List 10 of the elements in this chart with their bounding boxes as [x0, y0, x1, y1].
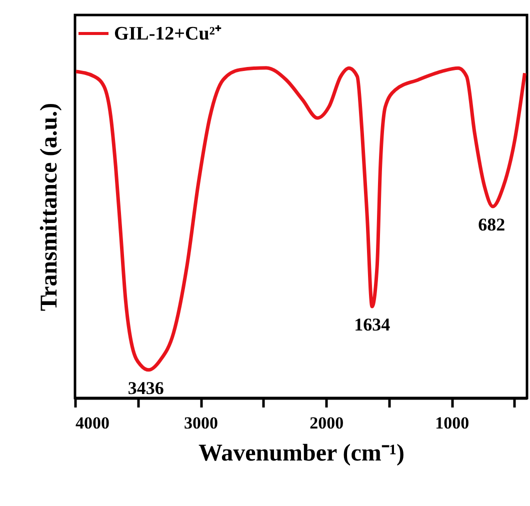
- x-tick-label: 2000: [310, 414, 344, 432]
- annotation: 1634: [354, 314, 390, 335]
- legend-label: GIL-12+Cu²⁺: [114, 24, 222, 44]
- x-tick-label: 4000: [76, 414, 110, 432]
- y-axis-title: Transmittance (a.u.): [36, 102, 62, 312]
- x-tick-label: 3000: [184, 414, 218, 432]
- annotation: 3436: [128, 378, 164, 398]
- x-tick-label: 1000: [435, 414, 470, 432]
- annotation: 682: [478, 214, 506, 234]
- x-axis-title: Wavenumber (cm⁻¹): [198, 440, 405, 466]
